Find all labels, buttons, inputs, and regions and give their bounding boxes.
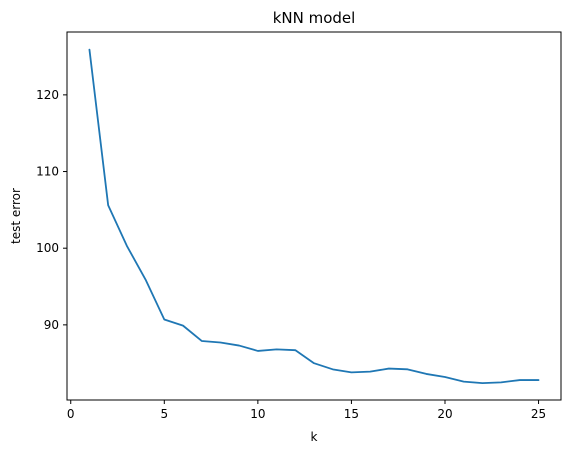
plot-frame [66,31,562,401]
x-tick-label: 10 [250,407,265,421]
y-tick-label: 100 [36,241,59,255]
x-tick-label: 0 [67,407,75,421]
y-axis-label: test error [9,188,23,244]
plot-area-background [67,32,561,400]
x-tick-label: 15 [344,407,359,421]
series-line-0 [88,48,540,385]
chart-title: kNN model [273,9,356,27]
x-tick-label: 5 [160,407,168,421]
x-tick-label: 25 [531,407,546,421]
x-axis-label: k [311,430,318,444]
series-layer [88,48,540,385]
y-tick-label: 90 [44,318,59,332]
y-tick-label: 120 [36,88,59,102]
x-axis-ticks: 0 5 10 15 20 25 [67,400,546,421]
x-tick-label: 20 [437,407,452,421]
y-tick-label: 110 [36,165,59,179]
y-axis-ticks: 90 100 110 120 [36,88,67,332]
